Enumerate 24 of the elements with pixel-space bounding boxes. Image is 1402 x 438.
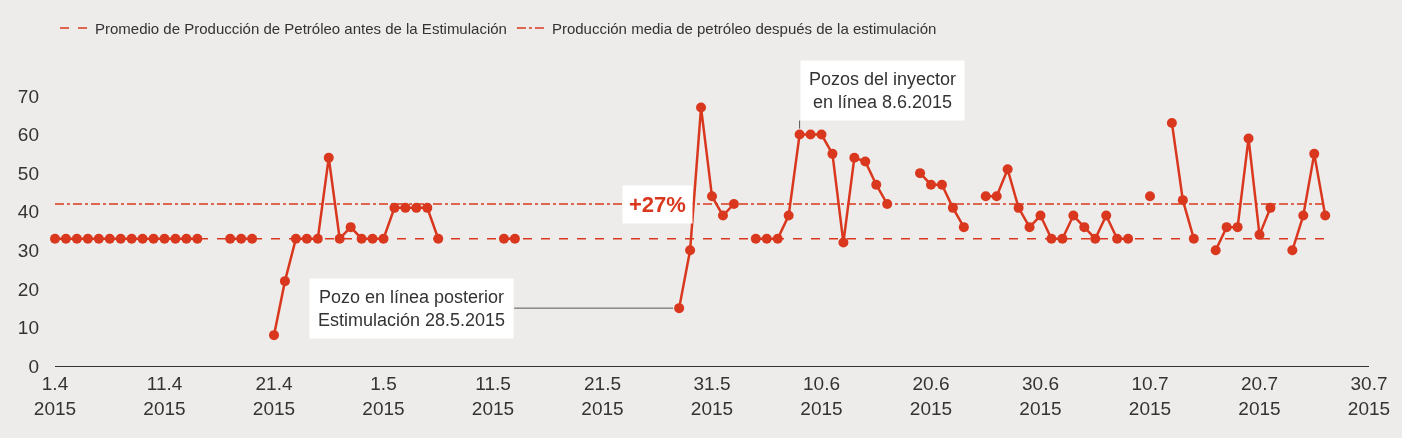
x-tick-label: 21.4 2015: [252, 372, 296, 419]
x-tick-label: 30.6 2015: [1019, 372, 1062, 419]
legend-label: Producción media de petróleo después de la estimulación: [551, 19, 937, 37]
y-tick-label: 60: [17, 124, 39, 146]
x-tick-label: 31.5 2015: [690, 372, 734, 419]
y-tick-label: 10: [17, 317, 39, 339]
annotation: +27%: [629, 192, 686, 217]
x-tick-label: 20.7 2015: [1238, 372, 1281, 419]
annotation: Pozo en línea posterior Estimulación 28.5.2015: [318, 287, 506, 331]
x-tick-label: 10.6 2015: [800, 372, 843, 419]
x-tick-label: 20.6 2015: [909, 372, 953, 419]
annotation: Pozos del inyector en línea 8.6.2015: [809, 69, 957, 113]
x-tick-label: 21.5 2015: [581, 372, 624, 419]
legend-label: Promedio de Producción de Petróleo antes de la Estimulación: [95, 19, 507, 37]
x-tick-label: 1.5 2015: [362, 372, 405, 419]
x-tick-label: 10.7 2015: [1128, 372, 1172, 419]
y-tick-label: 20: [17, 278, 39, 300]
x-tick-label: 30.7 2015: [1347, 372, 1391, 419]
x-tick-label: 11.5 2015: [471, 372, 515, 419]
y-tick-label: 50: [17, 162, 39, 184]
y-tick-label: 70: [17, 85, 39, 107]
y-tick-label: 40: [17, 201, 39, 223]
y-tick-label: 30: [17, 239, 39, 261]
x-tick-label: 11.4 2015: [143, 372, 186, 419]
